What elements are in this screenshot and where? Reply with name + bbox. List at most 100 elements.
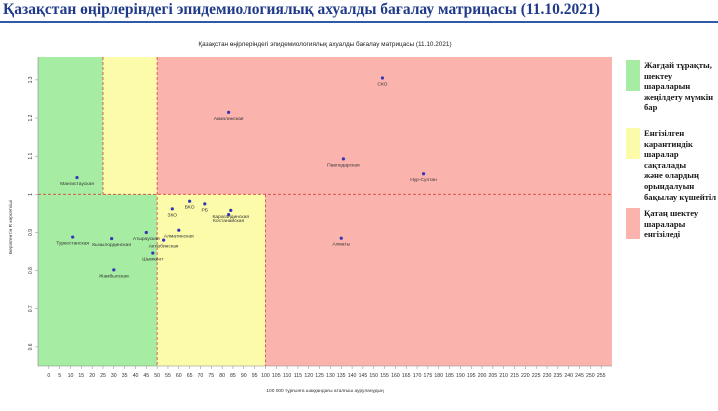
x-tick-label: 55 <box>165 373 171 379</box>
data-point <box>203 202 207 206</box>
axes: 0.6 0.7 0.8 0.9 1 1.1 1.2 1.3 0 5 10 15 20 25 30 35 40 45… <box>28 57 612 379</box>
epidemiology-matrix-chart: Қазақстан өңірлеріндегі эпидемиологиялық… <box>8 40 612 394</box>
x-tick-label: 20 <box>89 373 95 379</box>
x-tick-label: 130 <box>326 373 335 379</box>
risk-zones <box>38 57 612 366</box>
x-tick-label: 100 <box>261 373 270 379</box>
data-point-label: Алматинская <box>164 234 194 240</box>
zone-3 <box>38 194 158 366</box>
x-tick-label: 165 <box>402 373 411 379</box>
chart-title: Қазақстан өңірлеріндегі эпидемиологиялық… <box>198 40 451 48</box>
x-tick-label: 210 <box>499 373 508 379</box>
y-tick-label: 0.6 <box>28 343 34 350</box>
x-tick-label: 5 <box>58 373 61 379</box>
y-axis-label: Берілгентін R көрсеткіші <box>8 200 14 254</box>
data-point <box>170 207 174 211</box>
x-tick-label: 245 <box>575 373 584 379</box>
zone-5 <box>265 194 612 366</box>
data-point-label: Атырауская <box>133 236 160 242</box>
data-point <box>229 208 233 212</box>
y-tick-label: 0.8 <box>28 267 34 274</box>
data-point <box>144 230 148 235</box>
data-point-label: ВКО <box>185 205 195 211</box>
x-tick-label: 110 <box>283 373 291 379</box>
x-tick-label: 160 <box>391 373 400 379</box>
legend-text-stable: Жағдай тұрақты, шектеу шараларын жеңілде… <box>644 60 714 113</box>
x-tick-label: 195 <box>467 373 476 379</box>
data-point <box>188 199 192 203</box>
x-tick-label: 115 <box>294 373 302 379</box>
title-underline <box>0 21 718 23</box>
x-tick-label: 15 <box>78 373 84 379</box>
legend-swatch-green <box>626 60 640 91</box>
data-point <box>71 235 75 239</box>
data-point-label: ЗКО <box>168 212 178 218</box>
zone-4 <box>157 194 266 366</box>
x-tick-label: 105 <box>272 373 281 379</box>
data-point-label: РБ <box>202 207 208 213</box>
data-point-label: Павлодарская <box>327 162 360 168</box>
data-point <box>341 157 346 161</box>
x-tick-label: 235 <box>554 373 563 379</box>
legend-swatch-red <box>626 208 640 239</box>
data-point <box>177 228 181 232</box>
data-point <box>380 76 384 80</box>
zone-0 <box>38 57 103 195</box>
x-tick-label: 240 <box>564 373 573 379</box>
x-tick-label: 155 <box>380 373 389 379</box>
x-tick-label: 215 <box>510 373 519 379</box>
x-tick-label: 250 <box>586 373 595 379</box>
x-tick-label: 125 <box>315 373 324 379</box>
y-tick-label: 1.3 <box>28 76 34 83</box>
data-point-label: Актюбинская <box>149 244 179 250</box>
legend-item-monitor: Енгізілген карантиндік шаралар сақталады… <box>626 128 718 202</box>
data-point-label: Костанайская <box>213 217 244 224</box>
data-point-label: СКО <box>377 81 387 87</box>
data-point <box>227 110 231 114</box>
y-tick-label: 1 <box>28 193 34 196</box>
legend-swatch-yellow <box>626 128 640 159</box>
x-tick-label: 75 <box>208 373 214 379</box>
x-tick-label: 80 <box>219 373 225 379</box>
x-tick-label: 60 <box>176 373 182 379</box>
data-point <box>162 238 166 242</box>
x-tick-label: 150 <box>369 373 378 379</box>
x-tick-label: 95 <box>252 373 258 379</box>
x-tick-label: 180 <box>434 373 443 379</box>
x-tick-label: 145 <box>359 373 368 379</box>
x-tick-label: 190 <box>456 373 465 379</box>
data-points: СКО Акмолинская Павлодарская Нур-Султан Манг… <box>56 76 437 279</box>
x-tick-label: 10 <box>68 373 74 379</box>
data-point-label: Нур-Султан <box>410 177 437 183</box>
data-point <box>339 236 343 240</box>
threshold-lines <box>38 57 612 366</box>
data-point <box>110 236 114 241</box>
x-tick-label: 85 <box>230 373 236 379</box>
data-point-label: Мангистауская <box>60 181 94 187</box>
data-point <box>227 212 231 217</box>
x-tick-label: 185 <box>445 373 454 379</box>
x-tick-label: 170 <box>413 373 422 379</box>
data-point-label: Карагандинская <box>213 214 250 220</box>
y-tick-label: 1.2 <box>28 114 34 121</box>
x-tick-label: 140 <box>348 373 357 379</box>
x-tick-label: 230 <box>543 373 552 379</box>
y-tick-label: 0.9 <box>28 229 34 236</box>
x-tick-label: 40 <box>133 373 139 379</box>
x-tick-label: 35 <box>122 373 128 379</box>
legend-text-monitor: Енгізілген карантиндік шаралар сақталады… <box>644 128 717 202</box>
data-point <box>421 172 426 176</box>
x-tick-label: 50 <box>154 373 160 379</box>
data-point-label: Кызылординская <box>92 242 131 248</box>
x-tick-label: 90 <box>241 373 247 379</box>
x-tick-label: 70 <box>198 373 204 379</box>
data-point <box>112 268 116 272</box>
legend-item-strict: Қатаң шектеу шаралары енгізіледі <box>626 208 718 248</box>
x-tick-label: 65 <box>187 373 193 379</box>
x-tick-label: 175 <box>424 373 433 379</box>
x-tick-label: 200 <box>478 373 487 379</box>
x-tick-label: 0 <box>47 373 50 379</box>
data-point-label: Туркестанская <box>56 241 89 247</box>
data-point <box>151 251 155 255</box>
x-tick-label: 45 <box>143 373 149 379</box>
